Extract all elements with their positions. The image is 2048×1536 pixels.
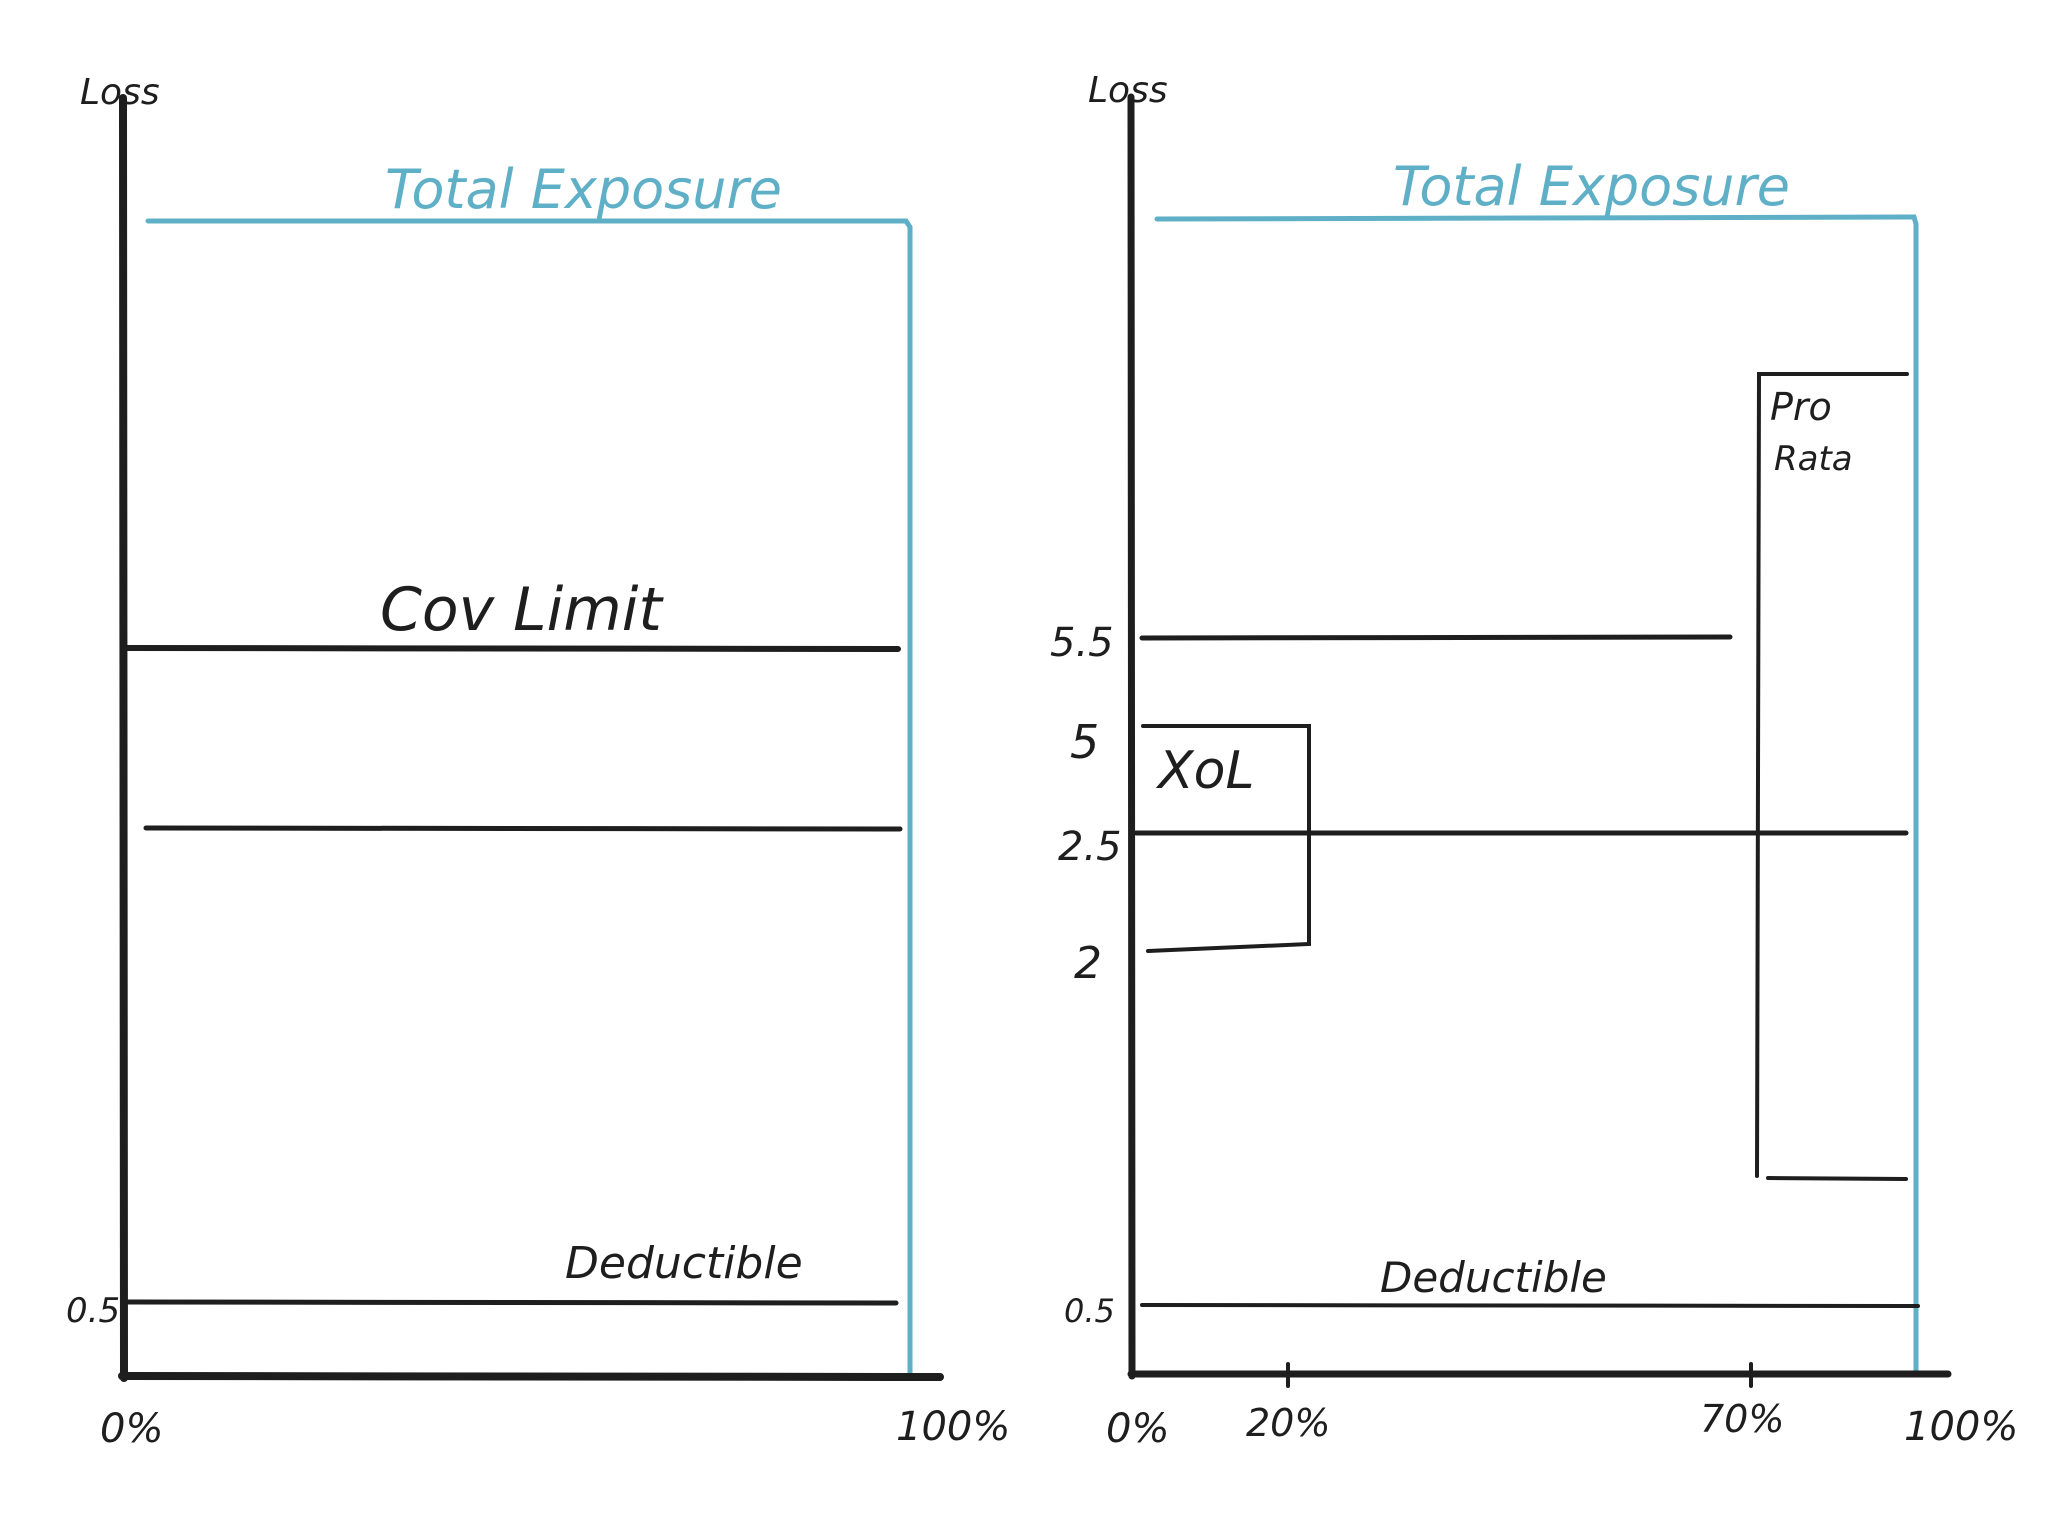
right-y-tick-2-5: 2.5 bbox=[1058, 824, 1122, 870]
left-cov-limit-label: Cov Limit bbox=[380, 575, 664, 645]
right-line-5-5 bbox=[1139, 634, 1733, 641]
right-x-tick-70: 70% bbox=[1700, 1397, 1784, 1441]
right-exposure-outline bbox=[1154, 214, 1919, 1377]
right-x-tick-0: 0% bbox=[1106, 1406, 1169, 1452]
left-x-tick-end: 100% bbox=[896, 1404, 1010, 1450]
right-xol-label: XoL bbox=[1155, 741, 1254, 801]
left-y-axis bbox=[119, 94, 128, 1382]
left-exposure-label: Total Exposure bbox=[385, 158, 782, 221]
right-y-tick-5-5: 5.5 bbox=[1050, 620, 1114, 666]
left-deductible-label: Deductible bbox=[565, 1238, 803, 1289]
left-panel: Total Exposure Loss Cov Limit Deductible… bbox=[66, 72, 1010, 1452]
left-y-tick-0-5: 0.5 bbox=[66, 1291, 120, 1331]
right-deductible-line bbox=[1140, 1303, 1920, 1308]
left-deductible-line bbox=[123, 1299, 899, 1306]
left-cov-limit-line bbox=[123, 645, 901, 652]
left-exposure-outline bbox=[145, 218, 913, 1379]
right-x-tick-100: 100% bbox=[1904, 1404, 2018, 1450]
right-pro-rata-label-2: Rata bbox=[1774, 439, 1853, 479]
right-panel: Total Exposure Loss XoL Pro Rata Deducti… bbox=[1050, 70, 2018, 1452]
right-y-axis bbox=[1127, 93, 1136, 1380]
right-y-tick-5: 5 bbox=[1070, 715, 1099, 769]
left-middle-line bbox=[143, 825, 903, 832]
left-y-axis-label: Loss bbox=[80, 72, 160, 113]
left-x-tick-start: 0% bbox=[100, 1406, 163, 1452]
right-x-tick-20: 20% bbox=[1246, 1401, 1330, 1445]
right-y-tick-0-5: 0.5 bbox=[1064, 1292, 1115, 1330]
right-pro-rata-label-1: Pro bbox=[1770, 385, 1832, 429]
right-y-tick-2: 2 bbox=[1074, 938, 1102, 989]
right-deductible-label: Deductible bbox=[1380, 1253, 1607, 1302]
right-exposure-label: Total Exposure bbox=[1393, 155, 1790, 218]
right-pro-rata-box bbox=[1755, 372, 1909, 1181]
right-y-axis-label: Loss bbox=[1088, 70, 1168, 111]
left-x-axis bbox=[118, 1372, 944, 1381]
